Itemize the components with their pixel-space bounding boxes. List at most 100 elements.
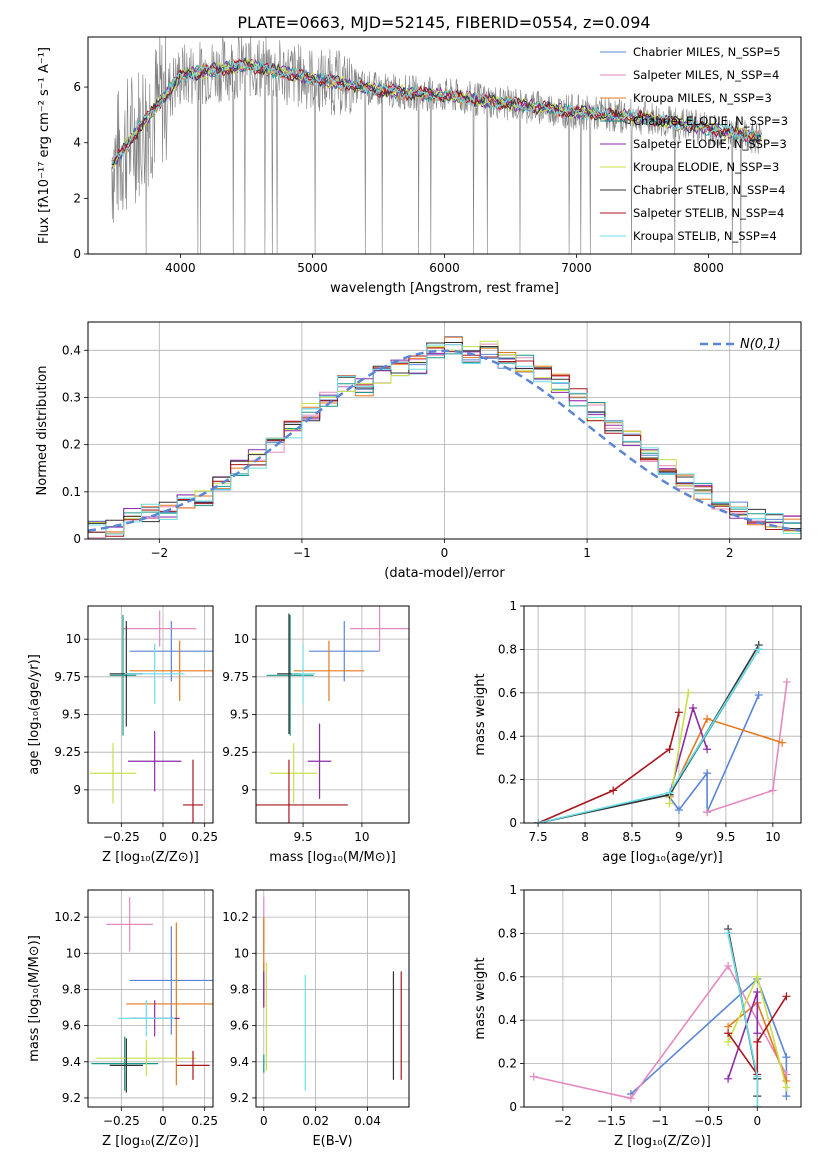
x-tick-label: −2	[554, 1114, 572, 1128]
x-tick-label: 0	[260, 1114, 268, 1128]
y-tick-label: 2	[73, 191, 81, 205]
series-marker	[782, 677, 791, 686]
plot-age-vs-mass: 9.5 10 9 9.25 9.5 9.75 10 mass [log₁₀(M/M⊙)]	[222, 605, 410, 865]
series-line	[727, 995, 788, 1078]
data-point	[129, 640, 213, 701]
y-tick-label: 9.5	[230, 708, 249, 722]
x-axis-label: Z [log₁₀(Z/Z⊙)]	[102, 850, 199, 865]
x-axis-label: Z [log₁₀(Z/Z⊙)]	[614, 1134, 711, 1149]
series-marker	[703, 769, 712, 778]
plot-area	[529, 925, 791, 1107]
x-axis-label: mass [log₁₀(M/M⊙)]	[269, 850, 396, 865]
legend-label: Kroupa STELIB, N_SSP=4	[633, 229, 777, 243]
series-marker	[724, 929, 733, 938]
x-tick-label: 0	[753, 1114, 761, 1128]
x-tick-label: 7.5	[529, 830, 548, 844]
series-marker	[754, 690, 763, 699]
data-point	[89, 743, 137, 804]
legend: Chabrier MILES, N_SSP=5 Salpeter MILES, N…	[600, 45, 788, 243]
y-tick-label: 9.8	[230, 982, 249, 996]
x-tick-label: 9.5	[294, 830, 313, 844]
x-tick-label: 10	[765, 830, 780, 844]
plot-area	[256, 606, 409, 823]
legend-label: Salpeter STELIB, N_SSP=4	[633, 206, 784, 220]
data-point	[266, 615, 314, 736]
data-point	[291, 643, 315, 704]
y-tick-label: 4	[73, 136, 81, 150]
legend-label: Chabrier ELODIE, N_SSP=3	[633, 114, 788, 128]
plot-age-vs-z: −0.25 0 0.25 9 9.25 9.5 9.75 10 Z [log₁₀(Z/Z⊙)] a…	[27, 605, 218, 865]
x-tick-label: 0	[159, 1114, 167, 1128]
y-tick-label: 9.2	[62, 1091, 81, 1105]
y-tick-label: 1	[509, 599, 517, 613]
series-line	[668, 692, 690, 804]
x-tick-label: 9.5	[716, 830, 735, 844]
series-marker	[534, 819, 543, 823]
histogram-step	[88, 344, 801, 535]
series-marker	[782, 1092, 791, 1101]
y-tick-label: 0.2	[62, 438, 81, 452]
data-point	[96, 1040, 197, 1077]
series-marker	[674, 708, 683, 717]
plot-mass-vs-ebv: 0 0.02 0.04 9.2 9.4 9.6 9.8 10 10.2 E(B-V)	[222, 889, 410, 1149]
y-tick-label: 9.8	[62, 982, 81, 996]
series-marker	[684, 688, 693, 697]
y-tick-label: 0	[509, 1100, 517, 1114]
normal-reference-curve	[88, 349, 801, 532]
axes-frame	[255, 605, 410, 824]
y-axis-label: mass weight	[473, 673, 488, 755]
plot-area	[534, 641, 791, 823]
series-marker	[703, 714, 712, 723]
model-spectrum-line	[111, 57, 762, 166]
series-marker	[753, 1037, 762, 1046]
plot-weight-vs-age: 7.5 8 8.5 9 9.5 10 0 0.2 0.4 0.6 0.8 1 age [log₁₀(ag…	[473, 599, 802, 865]
data-point	[307, 723, 332, 799]
x-tick-label: −0.25	[103, 830, 140, 844]
y-tick-label: 10.2	[222, 910, 249, 924]
y-tick-label: 10	[234, 946, 249, 960]
x-axis-label: age [log₁₀(age/yr)]	[602, 850, 723, 865]
plot-area	[263, 897, 402, 1091]
axes-frame	[87, 321, 802, 540]
series-marker	[753, 1103, 762, 1107]
data-point	[109, 1038, 143, 1093]
legend-label: N(0,1)	[740, 337, 781, 352]
y-tick-label: 0.4	[498, 729, 517, 743]
series-line	[706, 681, 788, 813]
y-tick-label: 9.25	[222, 745, 249, 759]
x-axis-label: E(B-V)	[312, 1134, 352, 1149]
axes-frame	[87, 889, 214, 1108]
y-tick-label: 0	[509, 816, 517, 830]
series-line	[537, 712, 680, 823]
x-tick-label: 9	[675, 830, 683, 844]
x-tick-label: 5000	[297, 261, 328, 275]
y-tick-label: 9.5	[62, 708, 81, 722]
series-marker	[753, 987, 762, 996]
x-tick-label: −0.5	[694, 1114, 723, 1128]
data-point	[350, 606, 409, 652]
x-axis-label: Z [log₁₀(Z/Z⊙)]	[102, 1134, 199, 1149]
x-tick-label: 8	[581, 830, 589, 844]
series-marker	[782, 992, 791, 1001]
observed-spectrum	[111, 37, 762, 254]
x-axis-label: wavelength [Angstrom, rest frame]	[330, 281, 559, 296]
series-marker	[529, 1072, 538, 1081]
plot-area	[88, 336, 801, 539]
x-tick-label: 2	[726, 546, 734, 560]
series-marker	[768, 786, 777, 795]
series-marker	[778, 738, 787, 747]
x-tick-label: 8.5	[622, 830, 641, 844]
data-point	[129, 621, 213, 682]
x-tick-label: 6000	[429, 261, 460, 275]
x-tick-label: −0.25	[103, 1114, 140, 1128]
plot-spectrum: 4000 5000 6000 7000 8000 0 2 4 6 wavelength [Angs…	[37, 36, 802, 296]
x-tick-label: 4000	[165, 261, 196, 275]
y-tick-label: 1	[509, 883, 517, 897]
y-tick-label: 10	[234, 632, 249, 646]
y-axis-label: mass weight	[473, 957, 488, 1039]
data-point	[123, 610, 197, 647]
legend-label: Salpeter MILES, N_SSP=4	[633, 68, 779, 82]
x-tick-label: 0.04	[354, 1114, 381, 1128]
series-marker	[626, 1094, 635, 1103]
